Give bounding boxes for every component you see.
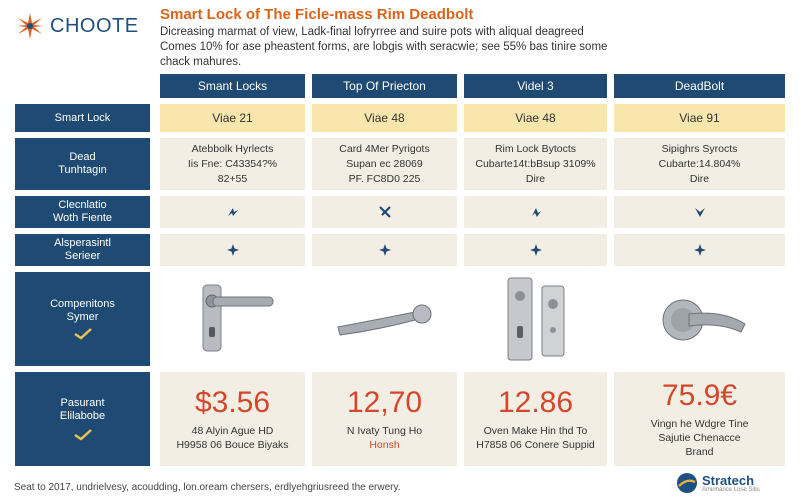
- globe-icon: [677, 473, 697, 493]
- checkmark-icon: [73, 429, 92, 441]
- brand-logo: CHOOTE: [16, 12, 139, 40]
- row-label-pasurant: Pasurant Elilabobe: [15, 372, 150, 466]
- cell-line: Iis Fne: C43354?%: [187, 157, 278, 170]
- table-cell: [464, 196, 607, 228]
- brand-name: Stratech: [702, 472, 755, 488]
- row-label-smart-lock: Smart Lock: [15, 104, 150, 132]
- arrow-icon: [227, 208, 238, 216]
- table-cell: [464, 234, 607, 266]
- product-image-cell: [464, 272, 607, 366]
- row-label-compenitons: Compenitons Symer: [15, 272, 150, 366]
- row-label-text: Alsperasintl: [54, 237, 111, 249]
- row-label-text: Dead: [69, 151, 96, 163]
- table-cell: [614, 196, 785, 228]
- table-cell: Atebbolk Hyrlects Iis Fne: C43354?% 82+5…: [160, 138, 305, 190]
- row-label-text: Tunhtagin: [58, 164, 107, 176]
- price-note: 48 Alyin Ague HD: [191, 425, 274, 437]
- row-label-text: Serieer: [64, 250, 101, 262]
- table-cell: Sipighrs Syrocts Cubarte:14.804% Dire: [614, 138, 785, 190]
- cell-line: Dire: [525, 172, 546, 185]
- column-header-smart-locks[interactable]: Smant Locks: [160, 74, 305, 98]
- row-label-text: Symer: [66, 311, 99, 323]
- row-label-text: Clecnlatio: [58, 199, 107, 211]
- price-cell: 12,70 N Ivaty Tung Ho Honsh: [312, 372, 457, 466]
- row-label-text: Pasurant: [60, 397, 105, 409]
- table-cell: Viae 48: [312, 104, 457, 132]
- table-cell: [614, 234, 785, 266]
- star-icon: [378, 244, 391, 256]
- price-note: N Ivaty Tung Ho: [346, 425, 423, 437]
- page-subtitle: Dicreasing marmat of view, Ladk-final lo…: [160, 26, 608, 68]
- row-label-alsperasintl: Alsperasintl Serieer: [15, 234, 150, 266]
- cell-line: Supan ec 28069: [346, 157, 423, 170]
- table-cell: [312, 196, 457, 228]
- price-value: 12.86: [497, 386, 574, 419]
- price-value: 12,70: [346, 386, 423, 419]
- cell-line: PF. FC8D0 225: [348, 172, 421, 185]
- table-cell: Viae 21: [160, 104, 305, 132]
- column-header-top-of-priecton[interactable]: Top Of Priecton: [312, 74, 457, 98]
- arrow-icon: [531, 208, 541, 217]
- brand-tagline: Aminhance Lose Sitis: [702, 486, 760, 493]
- down-arrow-icon: [694, 208, 705, 217]
- lever-handle-lock-image: [202, 284, 273, 352]
- price-note: Brand: [685, 446, 714, 458]
- lever-handle-image: [336, 304, 431, 336]
- column-header-videl-3[interactable]: Videl 3: [464, 74, 607, 98]
- price-note: H9958 06 Bouce Biyaks: [176, 439, 289, 451]
- column-header-deadbolt[interactable]: DeadBolt: [614, 74, 785, 98]
- product-image-cell: [614, 272, 785, 366]
- product-image-cell: [312, 272, 457, 366]
- checkmark-icon: [73, 328, 92, 340]
- star-icon: [226, 244, 239, 256]
- price-value: 75.9€: [661, 379, 738, 412]
- table-cell: [160, 234, 305, 266]
- row-label-text: Smart Lock: [54, 111, 111, 124]
- footer-note: Seat to 2017, undrielvesy, acoudding, lo…: [14, 482, 401, 493]
- price-note: Vingn he Wdgre Tine: [650, 418, 749, 430]
- table-cell: [312, 234, 457, 266]
- price-cell: 12.86 Oven Make Hin thd To H7858 06 Cone…: [464, 372, 607, 466]
- price-note: H7858 06 Conere Suppid: [476, 439, 595, 451]
- cell-line: Atebbolk Hyrlects: [191, 142, 274, 155]
- cell-line: Rim Lock Bytocts: [494, 142, 577, 155]
- cell-line: Dire: [689, 172, 710, 185]
- brand-mark[interactable]: Stratech Aminhance Lose Sitis: [676, 472, 760, 494]
- compass-star-icon: [17, 13, 43, 39]
- table-cell: Rim Lock Bytocts Cubarte14t:bBsup 3109% …: [464, 138, 607, 190]
- table-cell: Card 4Mer Pyrigots Supan ec 28069 PF. FC…: [312, 138, 457, 190]
- star-icon: [693, 244, 706, 256]
- price-value: $3.56: [194, 386, 271, 419]
- price-cell: 75.9€ Vingn he Wdgre Tine Sajutie Chenac…: [614, 372, 785, 466]
- row-label-text: Compenitons: [50, 298, 115, 310]
- cell-line: Card 4Mer Pyrigots: [339, 142, 430, 155]
- cross-arrow-icon: [378, 206, 391, 218]
- cell-line: Sipighrs Syrocts: [661, 142, 738, 155]
- table-cell: Viae 48: [464, 104, 607, 132]
- price-cell: $3.56 48 Alyin Ague HD H9958 06 Bouce Bi…: [160, 372, 305, 466]
- price-note: Oven Make Hin thd To: [483, 425, 588, 437]
- rim-lock-plates-image: [507, 277, 564, 361]
- table-cell: [160, 196, 305, 228]
- logo-text: CHOOTE: [50, 14, 139, 37]
- cell-line: 82+55: [217, 172, 248, 185]
- row-label-text: Woth Fiente: [52, 212, 113, 224]
- star-icon: [529, 244, 542, 256]
- row-label-clecnlatio: Clecnlatio Woth Fiente: [15, 196, 150, 228]
- price-note: Honsh: [369, 439, 400, 451]
- row-label-dead-tunhtagin: Dead Tunhtagin: [15, 138, 150, 190]
- page-title: Smart Lock of The Ficle-mass Rim Deadbol…: [160, 6, 474, 23]
- row-label-text: Elilabobe: [59, 410, 106, 422]
- cell-line: Cubarte14t:bBsup 3109%: [475, 157, 596, 170]
- price-note: Sajutie Chenacce: [658, 432, 741, 444]
- round-rose-lever-image: [662, 299, 746, 341]
- table-cell: Viae 91: [614, 104, 785, 132]
- product-image-cell: [160, 272, 305, 366]
- cell-line: Cubarte:14.804%: [658, 157, 741, 170]
